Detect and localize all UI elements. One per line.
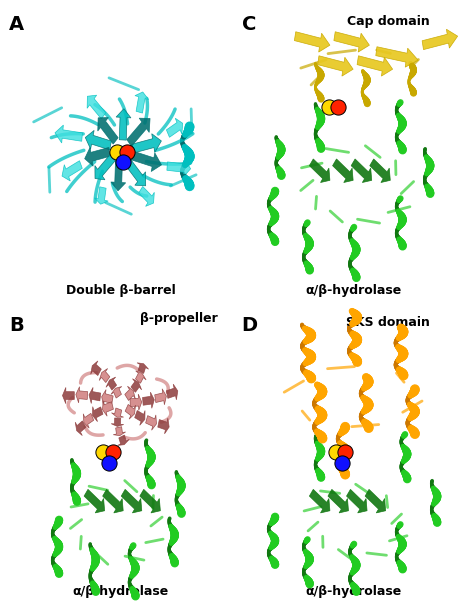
Polygon shape bbox=[106, 377, 117, 390]
Polygon shape bbox=[334, 32, 369, 52]
Text: Cap domain: Cap domain bbox=[346, 15, 429, 28]
Text: SKS domain: SKS domain bbox=[346, 316, 430, 329]
Polygon shape bbox=[121, 489, 142, 513]
Polygon shape bbox=[310, 159, 330, 183]
Polygon shape bbox=[116, 109, 131, 140]
Polygon shape bbox=[376, 47, 418, 67]
Text: α/β-hydrolase: α/β-hydrolase bbox=[305, 284, 401, 297]
Point bbox=[325, 102, 333, 112]
Polygon shape bbox=[143, 392, 155, 408]
Polygon shape bbox=[92, 406, 103, 422]
Polygon shape bbox=[328, 489, 348, 513]
Point bbox=[337, 458, 345, 468]
Text: α/β-hydrolase: α/β-hydrolase bbox=[305, 585, 401, 598]
Polygon shape bbox=[370, 159, 390, 183]
Text: B: B bbox=[9, 316, 24, 335]
Polygon shape bbox=[125, 386, 135, 400]
Polygon shape bbox=[98, 118, 118, 144]
Polygon shape bbox=[135, 411, 145, 425]
Polygon shape bbox=[294, 32, 330, 52]
Polygon shape bbox=[136, 371, 146, 383]
Polygon shape bbox=[155, 389, 166, 405]
Polygon shape bbox=[95, 154, 115, 180]
Text: D: D bbox=[242, 316, 258, 335]
Polygon shape bbox=[94, 187, 108, 204]
Point bbox=[105, 458, 113, 468]
Polygon shape bbox=[132, 134, 161, 153]
Text: β-propeller: β-propeller bbox=[140, 311, 218, 324]
Point bbox=[100, 447, 107, 457]
Point bbox=[123, 147, 130, 157]
Polygon shape bbox=[111, 387, 122, 398]
Polygon shape bbox=[55, 125, 82, 143]
Polygon shape bbox=[99, 368, 110, 383]
Polygon shape bbox=[158, 418, 169, 434]
Polygon shape bbox=[63, 387, 74, 404]
Polygon shape bbox=[357, 56, 392, 76]
Polygon shape bbox=[130, 151, 162, 172]
Polygon shape bbox=[125, 405, 136, 419]
Polygon shape bbox=[83, 413, 94, 428]
Polygon shape bbox=[62, 161, 82, 181]
Polygon shape bbox=[166, 384, 178, 400]
Polygon shape bbox=[422, 29, 457, 50]
Point bbox=[332, 447, 339, 457]
Polygon shape bbox=[85, 147, 110, 166]
Text: A: A bbox=[9, 15, 25, 34]
Polygon shape bbox=[127, 118, 150, 147]
Polygon shape bbox=[310, 489, 330, 513]
Polygon shape bbox=[167, 159, 191, 177]
Polygon shape bbox=[84, 489, 105, 513]
Polygon shape bbox=[87, 95, 106, 119]
Polygon shape bbox=[103, 489, 123, 513]
Polygon shape bbox=[102, 401, 113, 416]
Text: α/β-hydrolase: α/β-hydrolase bbox=[73, 585, 169, 598]
Polygon shape bbox=[139, 186, 155, 207]
Polygon shape bbox=[131, 379, 142, 392]
Polygon shape bbox=[124, 156, 146, 186]
Text: C: C bbox=[242, 15, 256, 34]
Polygon shape bbox=[130, 394, 142, 410]
Polygon shape bbox=[102, 390, 113, 405]
Polygon shape bbox=[111, 408, 124, 417]
Polygon shape bbox=[318, 56, 353, 76]
Point bbox=[114, 147, 121, 157]
Polygon shape bbox=[76, 387, 88, 403]
Point bbox=[119, 158, 127, 167]
Polygon shape bbox=[111, 161, 126, 191]
Point bbox=[341, 447, 349, 457]
Polygon shape bbox=[89, 387, 100, 403]
Point bbox=[109, 447, 117, 457]
Polygon shape bbox=[75, 421, 86, 436]
Point bbox=[334, 102, 342, 112]
Polygon shape bbox=[111, 418, 124, 427]
Polygon shape bbox=[333, 159, 353, 183]
Polygon shape bbox=[91, 361, 101, 376]
Polygon shape bbox=[166, 118, 182, 137]
Polygon shape bbox=[365, 489, 386, 513]
Polygon shape bbox=[118, 435, 129, 446]
Polygon shape bbox=[135, 92, 148, 113]
Polygon shape bbox=[146, 415, 156, 430]
Polygon shape bbox=[140, 489, 160, 513]
Polygon shape bbox=[137, 363, 148, 373]
Polygon shape bbox=[346, 489, 367, 513]
Text: Double β-barrel: Double β-barrel bbox=[66, 284, 176, 297]
Polygon shape bbox=[351, 159, 372, 183]
Polygon shape bbox=[113, 427, 126, 436]
Polygon shape bbox=[85, 131, 111, 150]
